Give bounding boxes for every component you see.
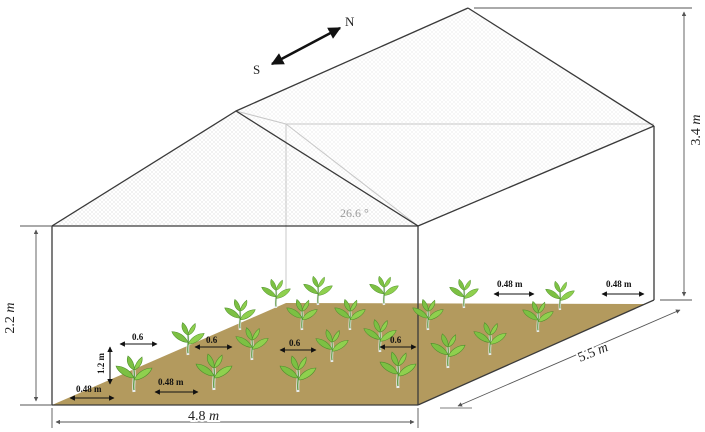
length-value: 5.5 [576, 345, 598, 365]
wall-height-label: 2.2 m [3, 302, 18, 333]
plant-height-label: 1.2 m [96, 353, 106, 375]
plant [368, 275, 400, 307]
row-gap-label: 0.6 [206, 335, 218, 345]
total-height-value: 3.4 [689, 128, 704, 146]
row-gap-label: 0.6 [390, 335, 402, 345]
length-unit: m [595, 340, 610, 358]
hidden-frame [235, 110, 654, 292]
roof-left-panel [52, 111, 418, 226]
width-unit: m [209, 409, 219, 424]
length-label: 5.5 m [576, 340, 610, 366]
total-height-unit: m [689, 114, 704, 124]
edge-gap-label: 0.48 m [158, 377, 184, 387]
roof-angle-label: 26.6 ° [340, 206, 369, 220]
wall-height-value: 2.2 [3, 316, 18, 334]
dimension-lines [20, 7, 692, 428]
edge-gap-label: 0.48 m [76, 384, 102, 394]
north-label: N [345, 14, 355, 29]
row-gap-label: 0.6 [289, 338, 301, 348]
edge-gap-label: 0.48 m [606, 279, 632, 289]
orientation-arrow: S N [253, 14, 355, 77]
wall-height-unit: m [3, 302, 18, 312]
south-label: S [253, 62, 260, 77]
total-height-label: 3.4 m [689, 114, 704, 145]
roof-back-panel [236, 8, 654, 226]
width-value: 4.8 [188, 409, 206, 424]
width-label: 4.8 m [188, 409, 219, 424]
spacing-annotations: 0.6 0.6 0.6 0.6 1.2 m 0.48 m 0.48 m 0.48… [69, 279, 645, 401]
row-gap-label: 0.6 [132, 332, 144, 342]
edge-gap-label: 0.48 m [497, 279, 523, 289]
